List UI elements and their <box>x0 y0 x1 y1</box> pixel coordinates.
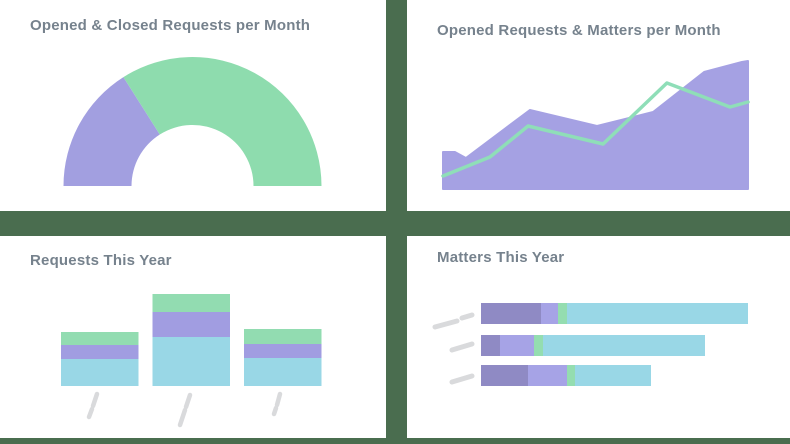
panel-matters-this-year: Matters This Year <box>407 236 790 438</box>
panel-title-matters-this-year: Matters This Year <box>437 249 565 266</box>
panel-title-opened-closed-requests: Opened & Closed Requests per Month <box>30 17 311 34</box>
panel-opened-requests-matters: Opened Requests & Matters per Month <box>407 0 790 211</box>
panel-opened-closed-requests: Opened & Closed Requests per Month <box>0 0 386 211</box>
panel-title-opened-requests-matters: Opened Requests & Matters per Month <box>437 22 721 39</box>
panel-title-requests-this-year: Requests This Year <box>30 252 172 269</box>
stacked-bar-chart <box>0 236 386 438</box>
horizontal-stacked-bar-chart <box>407 236 790 438</box>
semi-donut-chart <box>0 0 386 211</box>
panel-requests-this-year: Requests This Year <box>0 236 386 438</box>
area-line-chart <box>407 0 790 211</box>
